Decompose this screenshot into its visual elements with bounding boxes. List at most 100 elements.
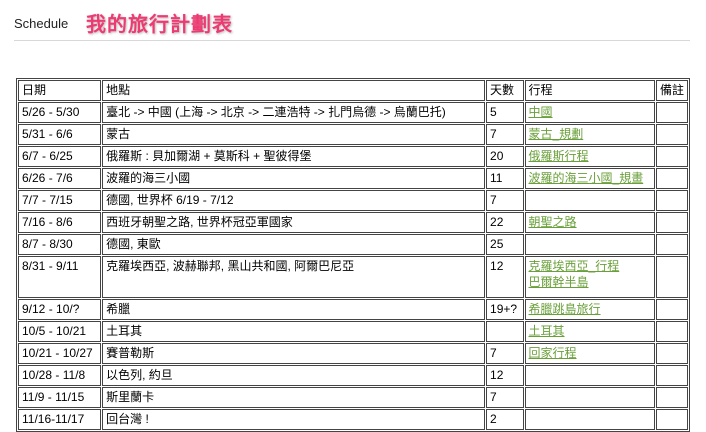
notes-cell <box>655 387 688 408</box>
itinerary-link[interactable]: 希臘跳島旅行 <box>528 302 601 316</box>
table-header-row: 日期 地點 天數 行程 備註 <box>18 80 688 101</box>
table-row: 6/7 - 6/25 俄羅斯 : 貝加爾湖 + 莫斯科 + 聖彼得堡 20 俄羅斯行程 <box>18 146 688 167</box>
itinerary-cell <box>524 409 655 430</box>
itinerary-cell <box>524 365 655 386</box>
table-row: 11/16-11/17 回台灣 ! 2 <box>18 409 688 430</box>
notes-cell <box>655 343 688 364</box>
page-header: Schedule 我的旅行計劃表 <box>14 6 690 41</box>
date-cell: 8/31 - 9/11 <box>18 256 102 298</box>
itinerary-link[interactable]: 中國 <box>528 105 553 119</box>
notes-cell <box>655 409 688 430</box>
itinerary-cell: 克羅埃西亞_行程 巴爾幹半島 <box>524 256 655 298</box>
date-cell: 8/7 - 8/30 <box>18 234 102 255</box>
date-cell: 11/9 - 11/15 <box>18 387 102 408</box>
days-cell: 7 <box>486 387 524 408</box>
notes-cell <box>655 102 688 123</box>
days-cell: 25 <box>486 234 524 255</box>
itinerary-cell: 希臘跳島旅行 <box>524 299 655 320</box>
itinerary-cell <box>524 190 655 211</box>
days-cell: 7 <box>486 124 524 145</box>
place-cell: 土耳其 <box>102 321 486 342</box>
itinerary-link[interactable]: 巴爾幹半島 <box>528 275 589 289</box>
days-cell: 12 <box>486 365 524 386</box>
place-cell: 以色列, 約旦 <box>102 365 486 386</box>
days-cell: 12 <box>486 256 524 298</box>
notes-cell <box>655 212 688 233</box>
itinerary-link[interactable]: 朝聖之路 <box>528 215 577 229</box>
table-row: 5/31 - 6/6 蒙古 7 蒙古_規劃 <box>18 124 688 145</box>
itinerary-link[interactable]: 克羅埃西亞_行程 <box>528 259 620 273</box>
place-cell: 臺北 -> 中國 (上海 -> 北京 -> 二連浩特 -> 扎門烏德 -> 烏蘭… <box>102 102 486 123</box>
column-header-notes: 備註 <box>655 80 688 101</box>
table-row: 5/26 - 5/30 臺北 -> 中國 (上海 -> 北京 -> 二連浩特 ->… <box>18 102 688 123</box>
notes-cell <box>655 321 688 342</box>
column-header-days: 天數 <box>486 80 524 101</box>
column-header-itinerary: 行程 <box>524 80 655 101</box>
itinerary-cell: 朝聖之路 <box>524 212 655 233</box>
place-cell: 波羅的海三小國 <box>102 168 486 189</box>
notes-cell <box>655 168 688 189</box>
place-cell: 斯里蘭卡 <box>102 387 486 408</box>
place-cell: 希臘 <box>102 299 486 320</box>
days-cell: 7 <box>486 343 524 364</box>
schedule-table: 日期 地點 天數 行程 備註 5/26 - 5/30 臺北 -> 中國 (上海 -… <box>16 78 690 432</box>
table-row: 10/21 - 10/27 賽普勒斯 7 回家行程 <box>18 343 688 364</box>
notes-cell <box>655 299 688 320</box>
itinerary-cell: 俄羅斯行程 <box>524 146 655 167</box>
table-row: 10/28 - 11/8 以色列, 約旦 12 <box>18 365 688 386</box>
column-header-date: 日期 <box>18 80 102 101</box>
place-cell: 蒙古 <box>102 124 486 145</box>
table-row: 7/7 - 7/15 德國, 世界杯 6/19 - 7/12 7 <box>18 190 688 211</box>
notes-cell <box>655 365 688 386</box>
date-cell: 11/16-11/17 <box>18 409 102 430</box>
notes-cell <box>655 190 688 211</box>
date-cell: 7/7 - 7/15 <box>18 190 102 211</box>
date-cell: 5/26 - 5/30 <box>18 102 102 123</box>
date-cell: 10/28 - 11/8 <box>18 365 102 386</box>
table-row: 8/31 - 9/11 克羅埃西亞, 波赫聯邦, 黑山共和國, 阿爾巴尼亞 12 克羅… <box>18 256 688 298</box>
place-cell: 德國, 東歐 <box>102 234 486 255</box>
table-row: 11/9 - 11/15 斯里蘭卡 7 <box>18 387 688 408</box>
itinerary-cell <box>524 387 655 408</box>
notes-cell <box>655 124 688 145</box>
table-row: 6/26 - 7/6 波羅的海三小國 11 波羅的海三小國_規畫 <box>18 168 688 189</box>
itinerary-link[interactable]: 蒙古_規劃 <box>528 127 584 141</box>
notes-cell <box>655 146 688 167</box>
date-cell: 10/5 - 10/21 <box>18 321 102 342</box>
date-cell: 7/16 - 8/6 <box>18 212 102 233</box>
place-cell: 賽普勒斯 <box>102 343 486 364</box>
schedule-label: Schedule <box>14 16 69 31</box>
days-cell: 19+? <box>486 299 524 320</box>
itinerary-link[interactable]: 俄羅斯行程 <box>528 149 589 163</box>
itinerary-link[interactable]: 波羅的海三小國_規畫 <box>528 171 644 185</box>
table-row: 9/12 - 10/? 希臘 19+? 希臘跳島旅行 <box>18 299 688 320</box>
days-cell: 20 <box>486 146 524 167</box>
place-cell: 克羅埃西亞, 波赫聯邦, 黑山共和國, 阿爾巴尼亞 <box>102 256 486 298</box>
date-cell: 10/21 - 10/27 <box>18 343 102 364</box>
column-header-place: 地點 <box>102 80 486 101</box>
days-cell: 7 <box>486 190 524 211</box>
itinerary-cell <box>524 234 655 255</box>
page-title: 我的旅行計劃表 <box>86 12 233 36</box>
notes-cell <box>655 234 688 255</box>
table-row: 10/5 - 10/21 土耳其 土耳其 <box>18 321 688 342</box>
table-row: 8/7 - 8/30 德國, 東歐 25 <box>18 234 688 255</box>
itinerary-link[interactable]: 回家行程 <box>528 346 577 360</box>
place-cell: 俄羅斯 : 貝加爾湖 + 莫斯科 + 聖彼得堡 <box>102 146 486 167</box>
days-cell: 5 <box>486 102 524 123</box>
date-cell: 6/7 - 6/25 <box>18 146 102 167</box>
days-cell: 2 <box>486 409 524 430</box>
place-cell: 德國, 世界杯 6/19 - 7/12 <box>102 190 486 211</box>
itinerary-cell: 波羅的海三小國_規畫 <box>524 168 655 189</box>
itinerary-cell: 土耳其 <box>524 321 655 342</box>
date-cell: 5/31 - 6/6 <box>18 124 102 145</box>
place-cell: 回台灣 ! <box>102 409 486 430</box>
days-cell <box>486 321 524 342</box>
table-row: 7/16 - 8/6 西班牙朝聖之路, 世界杯冠亞軍國家 22 朝聖之路 <box>18 212 688 233</box>
itinerary-link[interactable]: 土耳其 <box>528 324 565 338</box>
date-cell: 6/26 - 7/6 <box>18 168 102 189</box>
itinerary-cell: 中國 <box>524 102 655 123</box>
place-cell: 西班牙朝聖之路, 世界杯冠亞軍國家 <box>102 212 486 233</box>
days-cell: 11 <box>486 168 524 189</box>
date-cell: 9/12 - 10/? <box>18 299 102 320</box>
